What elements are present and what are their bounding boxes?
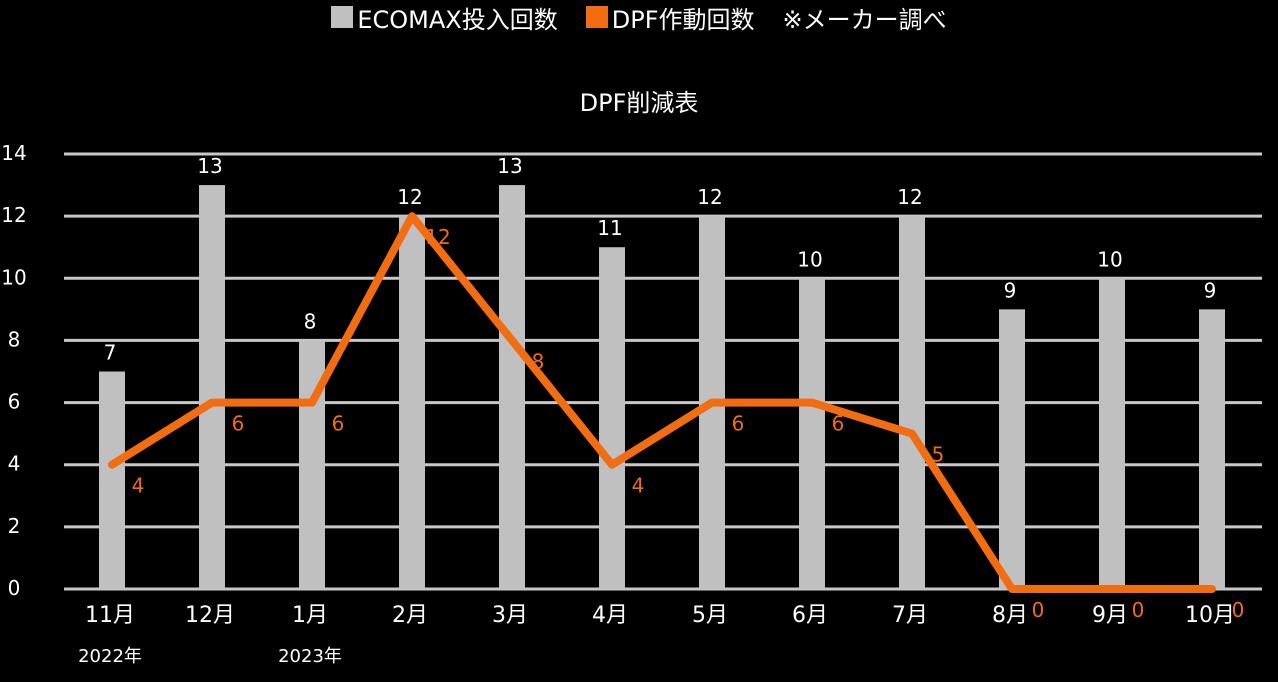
x-tick-label-4: 3月 <box>492 603 528 628</box>
bar-7 <box>799 278 825 589</box>
legend-note-text: ※メーカー調べ <box>782 5 947 34</box>
legend-note: ※メーカー調べ <box>783 0 947 35</box>
bar-0 <box>99 371 125 589</box>
bar-9 <box>999 309 1025 589</box>
line-label-2: 6 <box>332 412 345 436</box>
y-tick-label-4: 4 <box>8 452 21 476</box>
legend-item-ecomax: ECOMAX投入回数 <box>331 0 558 35</box>
x-tick-label-5: 4月 <box>592 603 628 628</box>
x-tick-label-1: 12月 <box>185 603 235 628</box>
legend-label-dpf: DPF作動回数 <box>611 5 755 34</box>
line-labels: 4 6 6 12 8 4 6 6 5 0 0 0 <box>132 225 1245 622</box>
bar-label-4: 13 <box>497 154 522 178</box>
y-tick-label-6: 6 <box>8 390 21 414</box>
x-tick-label-11: 10月 <box>1185 603 1235 628</box>
y-tick-label-12: 12 <box>1 203 26 227</box>
x-tick-label-0: 11月 <box>85 603 135 628</box>
legend-swatch-dpf <box>585 6 608 28</box>
y-tick-label-0: 0 <box>8 576 21 600</box>
bar-labels: 7 13 8 12 13 11 12 10 12 9 10 9 <box>104 154 1217 364</box>
y-tick-label-2: 2 <box>8 514 21 538</box>
year-label-1: 2023年 <box>278 646 342 667</box>
x-tick-label-9: 8月 <box>992 603 1028 628</box>
dpf-line <box>108 212 1216 593</box>
x-tick-label-8: 7月 <box>892 603 928 628</box>
line-label-10: 0 <box>1132 598 1145 622</box>
line-label-6: 6 <box>732 412 745 436</box>
bar-label-2: 8 <box>304 309 317 333</box>
line-label-7: 6 <box>832 412 845 436</box>
bars <box>99 185 1225 590</box>
bar-label-6: 12 <box>697 185 722 209</box>
x-tick-label-10: 9月 <box>1092 603 1128 628</box>
line-label-8: 5 <box>932 443 945 467</box>
x-axis: 11月 12月 1月 2月 3月 4月 5月 6月 7月 8月 9月 10月 2022年 2023年 <box>78 603 1235 667</box>
line-label-9: 0 <box>1032 598 1045 622</box>
bar-label-7: 10 <box>797 247 822 271</box>
bar-label-1: 13 <box>197 154 222 178</box>
bar-label-3: 12 <box>397 185 422 209</box>
line-label-5: 4 <box>632 474 645 498</box>
y-tick-label-8: 8 <box>8 327 21 351</box>
bar-label-8: 12 <box>897 185 922 209</box>
legend-label-ecomax: ECOMAX投入回数 <box>357 5 558 34</box>
y-tick-label-14: 14 <box>1 141 26 165</box>
y-axis: 0 2 4 6 8 10 12 14 <box>1 141 26 600</box>
bar-5 <box>599 247 625 589</box>
dpf-polyline <box>108 212 1216 593</box>
bar-11 <box>1199 309 1225 589</box>
line-label-3: 12 <box>425 225 450 249</box>
bar-3 <box>399 216 425 589</box>
bar-label-5: 11 <box>597 216 622 240</box>
x-tick-label-3: 2月 <box>392 603 428 628</box>
chart-title: DPF削減表 <box>580 89 699 117</box>
bar-4 <box>499 185 525 590</box>
x-tick-label-6: 5月 <box>692 603 728 628</box>
bar-label-0: 7 <box>104 341 117 365</box>
y-tick-label-10: 10 <box>1 265 26 289</box>
year-label-0: 2022年 <box>78 646 142 667</box>
bar-label-9: 9 <box>1004 278 1017 302</box>
bar-8 <box>899 216 925 589</box>
bar-10 <box>1099 278 1125 589</box>
x-tick-label-7: 6月 <box>792 603 828 628</box>
legend-item-dpf: DPF作動回数 <box>585 0 755 35</box>
line-label-11: 0 <box>1232 598 1245 622</box>
bar-label-11: 9 <box>1204 278 1217 302</box>
line-label-1: 6 <box>232 412 245 436</box>
grid <box>64 152 1262 591</box>
line-label-4: 8 <box>532 349 545 373</box>
x-tick-label-2: 1月 <box>292 603 328 628</box>
line-label-0: 4 <box>132 474 145 498</box>
legend: ECOMAX投入回数 DPF作動回数 ※メーカー調べ <box>0 0 1278 34</box>
legend-swatch-ecomax <box>331 6 354 28</box>
bar-label-10: 10 <box>1097 247 1122 271</box>
bar-1 <box>199 185 225 590</box>
